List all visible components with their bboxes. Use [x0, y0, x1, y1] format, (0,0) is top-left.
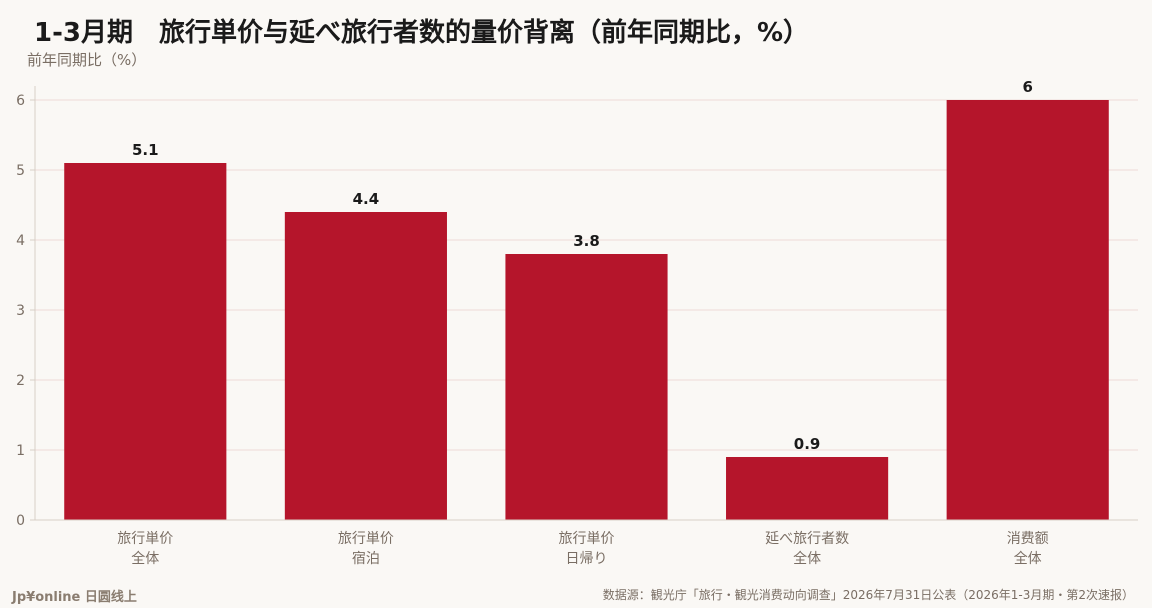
x-tick-label: 宿泊	[352, 550, 380, 567]
x-tick-label: 全体	[131, 550, 159, 567]
x-tick-label: 旅行単价	[117, 531, 173, 547]
x-tick-label: 全体	[793, 550, 821, 567]
brand-label: Jp¥online 日圆线上	[12, 590, 137, 605]
chart-title: 1-3月期 旅行単价与延べ旅行者数的量价背离（前年同期比，%）	[34, 18, 810, 48]
bar	[64, 163, 227, 520]
bar	[946, 100, 1109, 520]
y-tick-label: 2	[16, 373, 25, 389]
data-label: 6	[1022, 78, 1032, 96]
x-tick-label: 日帰り	[566, 550, 608, 567]
y-tick-label: 0	[16, 513, 25, 529]
bar	[505, 254, 668, 520]
bar	[726, 457, 889, 520]
y-tick-label: 5	[16, 163, 25, 179]
x-tick-label: 延べ旅行者数	[765, 531, 849, 547]
bar	[284, 212, 447, 520]
data-label: 3.8	[573, 232, 600, 250]
source-note: 数据源：観光庁「旅行・観光消费动向调查」2026年7月31日公表（2026年1-…	[602, 588, 1134, 602]
data-label: 4.4	[353, 190, 380, 208]
y-axis-unit-label: 前年同期比（%）	[27, 51, 147, 69]
x-tick-label: 消费额	[1007, 531, 1049, 547]
data-label: 0.9	[794, 435, 821, 453]
x-tick-label: 全体	[1014, 550, 1042, 567]
y-tick-label: 6	[16, 93, 25, 109]
y-tick-label: 3	[16, 303, 25, 319]
x-tick-label: 旅行単价	[559, 531, 615, 547]
y-tick-label: 4	[16, 233, 25, 249]
x-tick-label: 旅行単价	[338, 531, 394, 547]
y-tick-label: 1	[16, 443, 25, 459]
data-label: 5.1	[132, 141, 159, 159]
